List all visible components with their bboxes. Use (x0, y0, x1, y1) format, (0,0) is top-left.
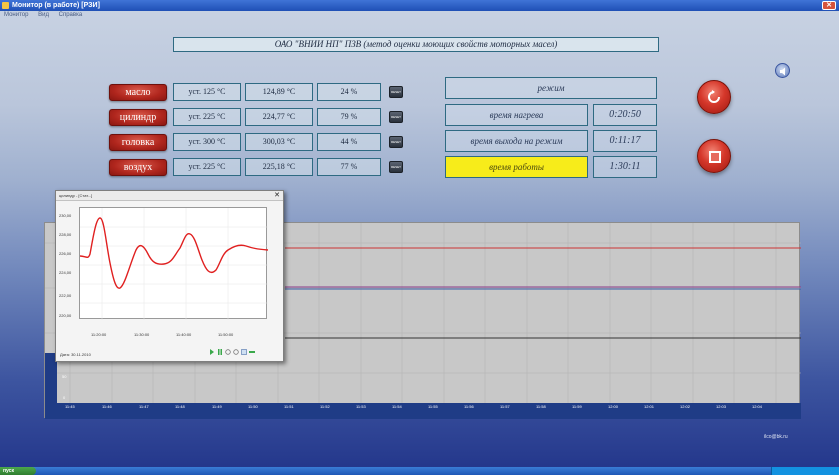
title-bar: Монитор (в работе) [РЗИ] ✕ (0, 0, 839, 11)
heating-time-value: 0:20:50 (593, 104, 657, 126)
sensor-button-air[interactable]: воздух (109, 159, 167, 176)
popup-y-tick: 228,00 (59, 232, 72, 237)
popup-y-tick: 224,00 (59, 270, 72, 275)
head-percent: 44 % (317, 133, 381, 151)
x-tick: 11:46 (102, 404, 112, 409)
x-tick: 11:57 (500, 404, 510, 409)
work-time-value: 1:30:11 (593, 156, 657, 178)
window-title: Монитор (в работе) [РЗИ] (12, 2, 100, 9)
x-tick: 11:55 (428, 404, 438, 409)
cylinder-trend-plot (79, 207, 268, 320)
cylinder-trend-svg (80, 208, 268, 320)
taskbar: пуск (0, 467, 839, 475)
cylinder-setpoint: уст. 225 °С (173, 108, 241, 126)
head-reset-button[interactable]: RESET (389, 136, 403, 148)
reach-time-label: время выхода на режим (445, 130, 588, 152)
heating-time-label: время нагрева (445, 104, 588, 126)
x-tick: 11:54 (392, 404, 402, 409)
x-tick: 11:49 (212, 404, 222, 409)
x-tick: 12:00 (608, 404, 619, 409)
app-icon (2, 2, 9, 9)
zoom-fit-icon[interactable] (241, 349, 247, 355)
air-percent: 77 % (317, 158, 381, 176)
x-tick: 12:01 (644, 404, 655, 409)
sensor-button-oil[interactable]: масло (109, 84, 167, 101)
work-time-label: время работы (445, 156, 588, 178)
popup-y-tick: 230,00 (59, 213, 72, 218)
y-tick-0: 0 (63, 395, 66, 400)
menu-bar: Монитор Вид Справка (0, 11, 839, 20)
oil-percent: 24 % (317, 83, 381, 101)
menu-item-help[interactable]: Справка (58, 12, 83, 18)
x-tick: 11:47 (139, 404, 149, 409)
start-button[interactable]: пуск (0, 467, 36, 475)
sound-button[interactable] (775, 63, 790, 78)
restart-button[interactable] (697, 80, 731, 114)
cylinder-trend-line (80, 217, 268, 289)
popup-y-tick: 226,00 (59, 251, 72, 256)
air-reset-button[interactable]: RESET (389, 161, 403, 173)
cylinder-percent: 79 % (317, 108, 381, 126)
system-tray (771, 467, 839, 475)
stop-button[interactable] (697, 139, 731, 173)
popup-x-tick: 11:40:00 (176, 332, 192, 337)
mode-label: режим (445, 77, 657, 99)
x-tick: 11:59 (572, 404, 582, 409)
oil-setpoint: уст. 125 °С (173, 83, 241, 101)
popup-x-tick: 11:20:00 (91, 332, 107, 337)
zoom-out-icon[interactable] (233, 349, 239, 355)
cylinder-value: 224,77 °С (245, 108, 313, 126)
menu-item-view[interactable]: Вид (38, 12, 49, 18)
zoom-in-icon[interactable] (225, 349, 231, 355)
air-setpoint: уст. 225 °С (173, 158, 241, 176)
air-value: 225,18 °С (245, 158, 313, 176)
menu-item-monitor[interactable]: Монитор (4, 12, 29, 18)
cylinder-reset-button[interactable]: RESET (389, 111, 403, 123)
x-tick: 11:45 (65, 404, 75, 409)
popup-x-tick: 11:30:00 (134, 332, 150, 337)
x-tick: 11:50 (248, 404, 258, 409)
x-tick: 11:51 (284, 404, 294, 409)
x-tick: 11:58 (536, 404, 546, 409)
x-tick: 11:52 (320, 404, 330, 409)
cylinder-detail-window[interactable]: цилиндр - [Стат...] ✕ 230,00 228,00 226,… (55, 190, 284, 362)
popup-y-tick: 222,00 (59, 293, 72, 298)
head-value: 300,03 °С (245, 133, 313, 151)
play-icon[interactable] (209, 349, 215, 355)
x-tick: 12:04 (752, 404, 763, 409)
page-title: ОАО "ВНИИ НП" ПЗВ (метод оценки моющих с… (173, 37, 659, 52)
oil-value: 124,89 °С (245, 83, 313, 101)
speaker-icon (780, 67, 785, 76)
popup-x-tick: 11:50:00 (218, 332, 234, 337)
stop-icon (709, 151, 721, 163)
refresh-icon (708, 90, 720, 103)
popup-close-button[interactable]: ✕ (274, 192, 280, 199)
export-icon[interactable] (249, 349, 255, 355)
x-tick: 11:56 (464, 404, 474, 409)
sensor-button-cylinder[interactable]: цилиндр (109, 109, 167, 126)
close-window-button[interactable]: ✕ (822, 1, 836, 10)
sensor-button-head[interactable]: головка (109, 134, 167, 151)
popup-title: цилиндр - [Стат...] (56, 191, 283, 201)
pause-icon[interactable] (217, 349, 223, 355)
y-tick-50: 50 (62, 374, 67, 379)
popup-y-tick: 220,00 (59, 313, 72, 318)
oil-reset-button[interactable]: RESET (389, 86, 403, 98)
x-tick: 11:48 (175, 404, 185, 409)
contact-email: ilco@bk.ru (764, 434, 788, 440)
x-tick: 12:02 (680, 404, 691, 409)
x-tick: 11:53 (356, 404, 366, 409)
reach-time-value: 0:11:17 (593, 130, 657, 152)
head-setpoint: уст. 300 °С (173, 133, 241, 151)
x-tick: 12:03 (716, 404, 727, 409)
popup-date: Дата: 30.11.2010 (60, 352, 91, 357)
